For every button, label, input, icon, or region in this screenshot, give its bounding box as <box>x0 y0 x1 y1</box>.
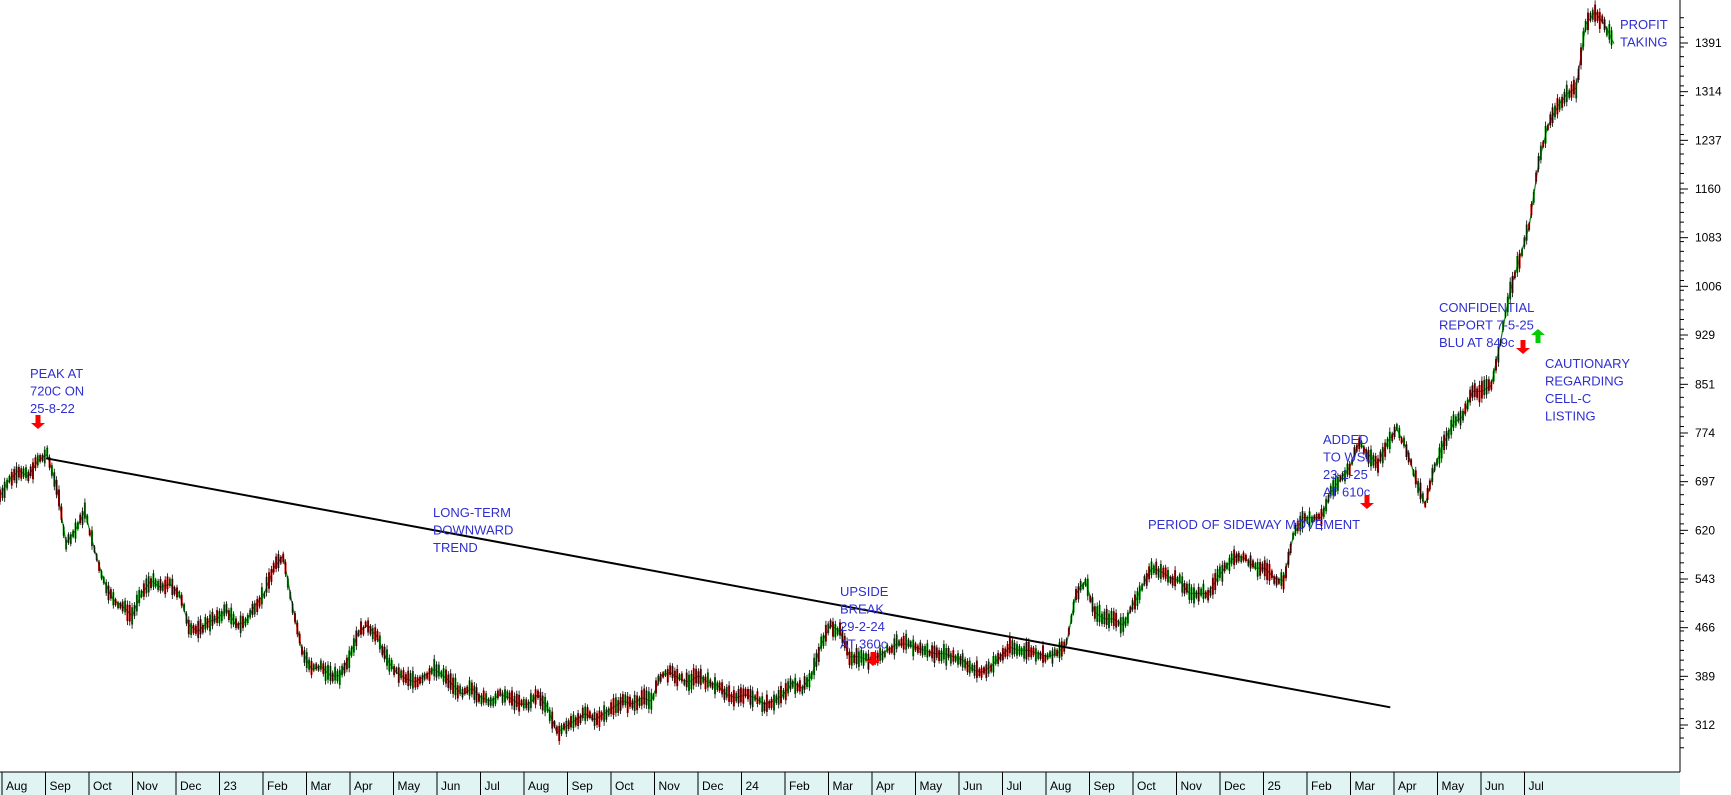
x-tick-label: Mar <box>311 779 332 793</box>
x-tick-label: Dec <box>702 779 723 793</box>
annotation-line: LISTING <box>1545 409 1596 424</box>
x-tick-label: Feb <box>789 779 810 793</box>
x-tick-label: Jul <box>1007 779 1022 793</box>
x-tick-label: Sep <box>1094 779 1116 793</box>
annotation-line: 25-8-22 <box>30 401 75 416</box>
annotation-line: CAUTIONARY <box>1545 356 1630 371</box>
annotation-line: 720C ON <box>30 384 84 399</box>
x-tick-label: Nov <box>137 779 158 793</box>
annotation-line: TREND <box>433 540 478 555</box>
x-tick-label: May <box>1442 779 1465 793</box>
arrow-down-icon <box>866 652 880 666</box>
y-tick-label: 1083 <box>1695 231 1722 245</box>
annotation-line: PEAK AT <box>30 366 83 381</box>
annotation-line: PERIOD OF SIDEWAY MOVEMENT <box>1148 517 1360 532</box>
annotations: PEAK AT 720C ON 25-8-22 LONG-TERM DOWNWARD TR… <box>30 17 1668 666</box>
annotation-line: 29-2-24 <box>840 619 885 634</box>
x-tick-label: Oct <box>615 779 634 793</box>
x-tick-label: 23 <box>224 779 238 793</box>
x-tick-label: Aug <box>1050 779 1071 793</box>
arrow-down-icon <box>31 415 45 429</box>
x-tick-label: Dec <box>1224 779 1245 793</box>
x-tick-label: Aug <box>528 779 549 793</box>
x-axis: Aug Sep Oct Nov Dec 23 Feb Mar Apr May Jun Jul Aug Se… <box>0 771 1680 795</box>
x-tick-label: Feb <box>267 779 288 793</box>
y-tick-label: 466 <box>1695 621 1715 635</box>
y-tick-label: 1391 <box>1695 36 1722 50</box>
y-tick-label: 1160 <box>1695 182 1721 196</box>
arrow-down-icon <box>1516 340 1530 354</box>
confidential-annotation: CONFIDENTIAL REPORT 7-5-25 BLU AT 849c <box>1439 300 1534 354</box>
x-axis-band <box>0 772 1680 795</box>
x-tick-label: Apr <box>876 779 895 793</box>
annotation-line: REPORT 7-5-25 <box>1439 318 1534 333</box>
annotation-line: LONG-TERM <box>433 505 511 520</box>
annotation-line: AT 610c <box>1323 485 1371 500</box>
x-tick-label: Apr <box>1398 779 1417 793</box>
x-tick-label: Sep <box>50 779 72 793</box>
y-tick-label: 312 <box>1695 718 1715 732</box>
plot-area <box>0 0 1680 772</box>
y-tick-label: 851 <box>1695 377 1715 391</box>
x-tick-label: Oct <box>93 779 112 793</box>
annotation-line: REGARDING <box>1545 374 1624 389</box>
annotation-line: CONFIDENTIAL <box>1439 300 1534 315</box>
x-tick-label: Dec <box>180 779 201 793</box>
y-tick-label: 774 <box>1695 426 1715 440</box>
y-tick-label: 543 <box>1695 572 1715 586</box>
profit-annotation: PROFIT TAKING <box>1620 17 1668 50</box>
y-tick-label: 1006 <box>1695 279 1722 293</box>
x-tick-label: Aug <box>6 779 27 793</box>
y-tick-label: 389 <box>1695 669 1715 683</box>
upside-break-annotation: UPSIDE BREAK 29-2-24 AT 360c <box>840 584 889 666</box>
y-tick-label: 1237 <box>1695 133 1722 147</box>
annotation-line: DOWNWARD <box>433 523 513 538</box>
sideways-annotation: PERIOD OF SIDEWAY MOVEMENT <box>1148 517 1360 532</box>
downtrend-annotation: LONG-TERM DOWNWARD TREND <box>433 505 513 555</box>
annotation-line: TO WSL <box>1323 450 1373 465</box>
y-axis: 312 389 466 543 620 697 774 851 929 1006 1083 1160 1… <box>1679 0 1722 772</box>
peak-annotation: PEAK AT 720C ON 25-8-22 <box>30 366 84 429</box>
x-tick-label: Mar <box>833 779 854 793</box>
annotation-line: UPSIDE <box>840 584 889 599</box>
x-tick-label: Jul <box>1529 779 1544 793</box>
x-tick-label: Jun <box>963 779 982 793</box>
x-tick-label: Nov <box>1181 779 1202 793</box>
annotation-line: ADDED <box>1323 432 1369 447</box>
y-tick-label: 929 <box>1695 328 1715 342</box>
annotation-line: TAKING <box>1620 35 1667 50</box>
annotation-line: BLU AT 849c <box>1439 335 1515 350</box>
trendlines <box>45 457 1391 709</box>
y-tick-label: 697 <box>1695 475 1715 489</box>
y-tick-label: 620 <box>1695 523 1715 537</box>
x-tick-label: 24 <box>746 779 760 793</box>
x-tick-label: Apr <box>354 779 373 793</box>
x-tick-label: Jun <box>441 779 460 793</box>
x-tick-label: Sep <box>572 779 594 793</box>
arrow-down-icon <box>1360 495 1374 509</box>
y-tick-label: 1314 <box>1695 85 1722 99</box>
x-tick-label: 25 <box>1268 779 1282 793</box>
annotation-line: AT 360c <box>840 637 888 652</box>
x-tick-label: Jun <box>1485 779 1504 793</box>
arrow-up-icon <box>1531 329 1545 343</box>
x-tick-label: Feb <box>1311 779 1332 793</box>
x-tick-label: May <box>398 779 421 793</box>
annotation-line: BREAK <box>840 602 884 617</box>
x-tick-label: Jul <box>485 779 500 793</box>
annotation-line: CELL-C <box>1545 391 1591 406</box>
annotation-line: PROFIT <box>1620 17 1668 32</box>
x-tick-label: May <box>920 779 943 793</box>
downtrend-line <box>45 457 1391 709</box>
added-wsl-annotation: ADDED TO WSL 23-1-25 AT 610c <box>1323 432 1374 509</box>
x-tick-label: Mar <box>1355 779 1376 793</box>
cautionary-annotation: CAUTIONARY REGARDING CELL-C LISTING <box>1531 329 1630 424</box>
annotation-line: 23-1-25 <box>1323 467 1368 482</box>
price-series <box>0 0 1615 745</box>
x-tick-label: Nov <box>659 779 680 793</box>
x-tick-label: Oct <box>1137 779 1156 793</box>
